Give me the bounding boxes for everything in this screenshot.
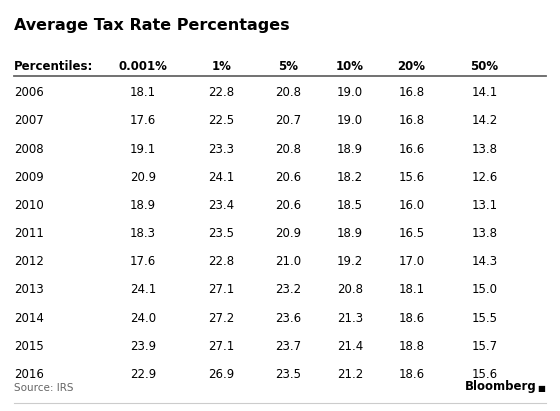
Text: 2009: 2009	[14, 171, 44, 184]
Text: 2007: 2007	[14, 114, 44, 127]
Text: 18.6: 18.6	[399, 312, 424, 325]
Text: Source: IRS: Source: IRS	[14, 383, 73, 393]
Text: 24.0: 24.0	[130, 312, 156, 325]
Text: 24.1: 24.1	[130, 284, 156, 296]
Text: 19.0: 19.0	[337, 114, 363, 127]
Text: 14.3: 14.3	[472, 255, 497, 268]
Text: 18.8: 18.8	[399, 339, 424, 353]
Text: Percentiles:: Percentiles:	[14, 60, 94, 73]
Text: 23.7: 23.7	[276, 339, 301, 353]
Text: 17.6: 17.6	[130, 114, 156, 127]
Text: 18.1: 18.1	[130, 86, 156, 99]
Text: 27.2: 27.2	[208, 312, 234, 325]
Text: 16.5: 16.5	[399, 227, 424, 240]
Text: 2013: 2013	[14, 284, 44, 296]
Text: 16.0: 16.0	[399, 199, 424, 212]
Text: 15.5: 15.5	[472, 312, 497, 325]
Text: 19.0: 19.0	[337, 86, 363, 99]
Text: 21.2: 21.2	[337, 368, 363, 381]
Text: 18.9: 18.9	[130, 199, 156, 212]
Text: 20%: 20%	[398, 60, 426, 73]
Text: Average Tax Rate Percentages: Average Tax Rate Percentages	[14, 18, 290, 33]
Text: 13.8: 13.8	[472, 227, 497, 240]
Text: 22.5: 22.5	[208, 114, 234, 127]
Text: 2014: 2014	[14, 312, 44, 325]
Text: 13.8: 13.8	[472, 143, 497, 156]
Text: 14.2: 14.2	[472, 114, 497, 127]
Text: 17.6: 17.6	[130, 255, 156, 268]
Text: 14.1: 14.1	[472, 86, 497, 99]
Text: 0.001%: 0.001%	[118, 60, 167, 73]
Text: 23.4: 23.4	[208, 199, 234, 212]
Text: 2008: 2008	[14, 143, 44, 156]
Text: 19.2: 19.2	[337, 255, 363, 268]
Text: 19.1: 19.1	[130, 143, 156, 156]
Text: 20.8: 20.8	[276, 86, 301, 99]
Text: 23.5: 23.5	[276, 368, 301, 381]
Text: Bloomberg: Bloomberg	[465, 379, 536, 393]
Text: 13.1: 13.1	[472, 199, 497, 212]
Text: 27.1: 27.1	[208, 339, 234, 353]
Text: 2010: 2010	[14, 199, 44, 212]
Text: 23.6: 23.6	[276, 312, 301, 325]
Text: 18.2: 18.2	[337, 171, 363, 184]
Text: 22.8: 22.8	[208, 86, 234, 99]
Text: 18.3: 18.3	[130, 227, 156, 240]
Text: 18.5: 18.5	[337, 199, 363, 212]
Text: 18.9: 18.9	[337, 143, 363, 156]
Text: 20.7: 20.7	[276, 114, 301, 127]
Text: 24.1: 24.1	[208, 171, 234, 184]
Text: 2012: 2012	[14, 255, 44, 268]
Text: 2011: 2011	[14, 227, 44, 240]
Text: 26.9: 26.9	[208, 368, 234, 381]
Text: 15.6: 15.6	[472, 368, 497, 381]
Text: 16.6: 16.6	[399, 143, 424, 156]
Text: 20.6: 20.6	[276, 171, 301, 184]
Text: 22.8: 22.8	[208, 255, 234, 268]
Text: 2015: 2015	[14, 339, 44, 353]
Text: 17.0: 17.0	[399, 255, 424, 268]
Text: 10%: 10%	[336, 60, 364, 73]
Text: 23.3: 23.3	[208, 143, 234, 156]
Text: 16.8: 16.8	[399, 86, 424, 99]
Text: 23.5: 23.5	[208, 227, 234, 240]
Text: 20.9: 20.9	[130, 171, 156, 184]
Text: 21.0: 21.0	[276, 255, 301, 268]
Text: 50%: 50%	[470, 60, 498, 73]
Text: 2006: 2006	[14, 86, 44, 99]
Text: 27.1: 27.1	[208, 284, 234, 296]
Text: 15.7: 15.7	[472, 339, 497, 353]
Text: 2016: 2016	[14, 368, 44, 381]
Text: 12.6: 12.6	[472, 171, 497, 184]
Text: 18.9: 18.9	[337, 227, 363, 240]
Text: 15.0: 15.0	[472, 284, 497, 296]
Text: 18.1: 18.1	[399, 284, 424, 296]
Text: 15.6: 15.6	[399, 171, 424, 184]
Text: 20.9: 20.9	[276, 227, 301, 240]
Text: 18.6: 18.6	[399, 368, 424, 381]
Text: 23.2: 23.2	[276, 284, 301, 296]
Text: 21.3: 21.3	[337, 312, 363, 325]
Text: 20.6: 20.6	[276, 199, 301, 212]
Text: 21.4: 21.4	[337, 339, 363, 353]
Text: 5%: 5%	[278, 60, 298, 73]
Text: ■: ■	[538, 383, 545, 393]
Text: 20.8: 20.8	[337, 284, 363, 296]
Text: 22.9: 22.9	[130, 368, 156, 381]
Text: 16.8: 16.8	[399, 114, 424, 127]
Text: 23.9: 23.9	[130, 339, 156, 353]
Text: 1%: 1%	[211, 60, 231, 73]
Text: 20.8: 20.8	[276, 143, 301, 156]
